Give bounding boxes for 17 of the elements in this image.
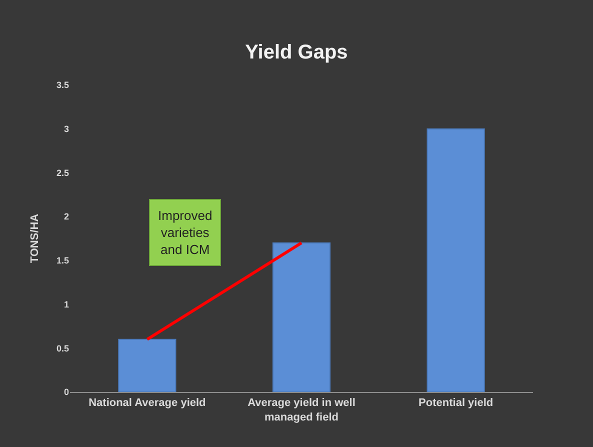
y-tick-label: 1.5 — [56, 256, 69, 266]
y-tick-label: 3.5 — [56, 80, 69, 90]
annotation: Improved varieties and ICM — [158, 208, 212, 257]
y-tick-label: 3 — [64, 124, 69, 134]
x-tick-label: Average yield in well managed field — [248, 397, 356, 424]
bar — [118, 338, 176, 392]
bar — [272, 242, 331, 392]
y-tick-label: 2.5 — [56, 168, 69, 178]
x-tick-label: Potential yield — [418, 397, 494, 410]
y-tick-label: 1 — [64, 299, 69, 310]
y-axis-title: TONS/HA — [29, 214, 42, 264]
y-tick-label: 0 — [64, 387, 69, 398]
chart-title: Yield Gaps — [245, 42, 348, 64]
bar — [426, 128, 485, 392]
x-tick-label: National Average yield — [88, 397, 206, 410]
y-tick-label: 0.5 — [56, 343, 69, 354]
y-tick-label: 2 — [64, 212, 69, 222]
